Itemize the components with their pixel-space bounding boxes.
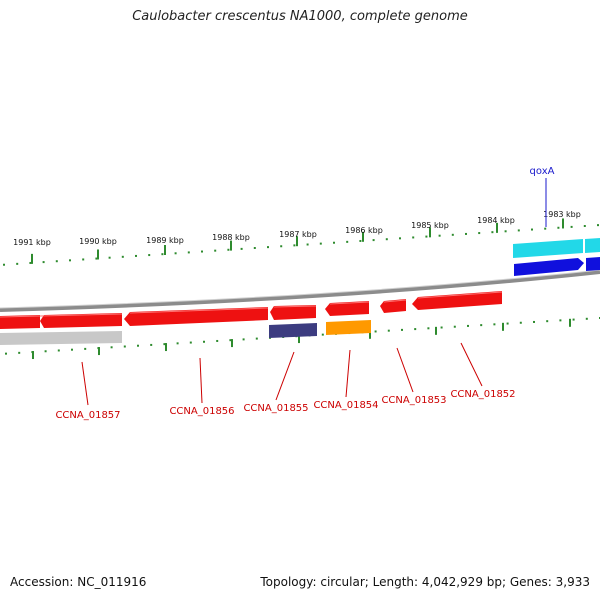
gene-arrow <box>40 313 122 328</box>
label-leader-line <box>199 357 203 404</box>
gene-block <box>326 320 371 335</box>
label-leader-line <box>460 342 483 387</box>
genome-backbone <box>0 269 600 312</box>
accession-text: Accession: NC_011916 <box>10 575 147 589</box>
gene-block <box>0 331 122 345</box>
gene-highlight <box>129 307 269 314</box>
gene-block <box>586 257 600 271</box>
gene-label-ccna_01854[interactable]: CCNA_01854 <box>313 400 378 411</box>
gene-highlight <box>417 291 503 299</box>
gene-labels: CCNA_01857 CCNA_01856 CCNA_01855 CCNA_01854… <box>55 166 554 421</box>
gene-arrow <box>124 307 268 326</box>
backbone-line <box>0 270 600 312</box>
gene-block <box>585 238 600 253</box>
kbp-label: 1990 kbp <box>79 237 117 246</box>
outer-tick-ruler <box>3 218 599 266</box>
kbp-label: 1985 kbp <box>411 221 449 230</box>
kbp-labels: 1991 kbp 1990 kbp 1989 kbp 1988 kbp 1987 kbp… <box>13 210 581 247</box>
gene-block <box>513 239 583 258</box>
gene-arrow <box>325 301 369 316</box>
genome-summary-text: Topology: circular; Length: 4,042,929 bp… <box>260 575 590 589</box>
gene-label-ccna_01855[interactable]: CCNA_01855 <box>243 403 308 414</box>
gene-label-ccna_01852[interactable]: CCNA_01852 <box>450 389 515 400</box>
kbp-label: 1991 kbp <box>13 238 51 247</box>
kbp-label: 1989 kbp <box>146 236 184 245</box>
gene-label-qoxa[interactable]: qoxA <box>530 166 555 177</box>
kbp-label: 1984 kbp <box>477 216 515 225</box>
backbone-highlight <box>0 269 600 309</box>
gene-block <box>269 323 317 338</box>
page-title: Caulobacter crescentus NA1000, complete … <box>132 9 468 24</box>
label-leader-line <box>345 349 351 398</box>
gene-track <box>0 238 600 345</box>
gene-arrow <box>0 315 40 329</box>
label-leader-line <box>396 347 414 393</box>
gene-arrow <box>380 299 406 313</box>
gene-label-ccna_01853[interactable]: CCNA_01853 <box>381 395 446 406</box>
kbp-label: 1986 kbp <box>345 226 383 235</box>
gene-label-ccna_01856[interactable]: CCNA_01856 <box>169 406 234 417</box>
kbp-label: 1987 kbp <box>279 230 317 239</box>
kbp-label: 1983 kbp <box>543 210 581 219</box>
gene-arrow <box>514 258 584 276</box>
kbp-label: 1988 kbp <box>212 233 250 242</box>
label-leader-line <box>81 361 89 406</box>
gene-highlight <box>0 313 123 318</box>
gene-arrow <box>412 291 502 310</box>
gene-label-ccna_01857[interactable]: CCNA_01857 <box>55 410 120 421</box>
gene-highlight <box>329 301 370 305</box>
gene-label-leaders <box>81 178 547 406</box>
gene-highlight <box>383 299 407 303</box>
gene-highlight <box>273 305 317 308</box>
gene-arrow <box>270 305 316 320</box>
label-leader-line <box>275 351 295 401</box>
